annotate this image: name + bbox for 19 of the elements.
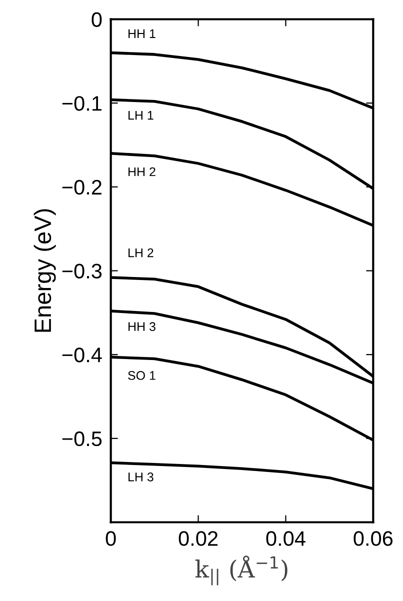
x-axis-title: k$_{||}$ (Å$^{−1}$) xyxy=(195,556,288,586)
x-tick-label: 0 xyxy=(106,531,116,546)
series-label: LH 1 xyxy=(128,111,154,120)
y-axis-title: Energy (eV) xyxy=(34,209,56,332)
y-tick-label: −0.4 xyxy=(62,348,102,362)
y-tick-label: −0.3 xyxy=(62,264,102,279)
series-label: HH 2 xyxy=(128,167,156,176)
y-tick-label: −0.5 xyxy=(62,431,102,446)
series-label: HH 1 xyxy=(128,29,156,38)
x-tick-label: 0.06 xyxy=(354,531,393,546)
y-tick-label: −0.1 xyxy=(62,96,102,111)
series-label: LH 3 xyxy=(128,472,154,482)
series-label: LH 2 xyxy=(128,248,154,258)
series-label: HH 3 xyxy=(128,322,156,332)
y-tick-label: 0 xyxy=(92,12,102,27)
series-label: SO 1 xyxy=(128,371,156,380)
x-tick-label: 0.04 xyxy=(266,531,306,546)
y-tick-label: −0.2 xyxy=(62,180,102,195)
x-tick-label: 0.02 xyxy=(178,531,218,546)
